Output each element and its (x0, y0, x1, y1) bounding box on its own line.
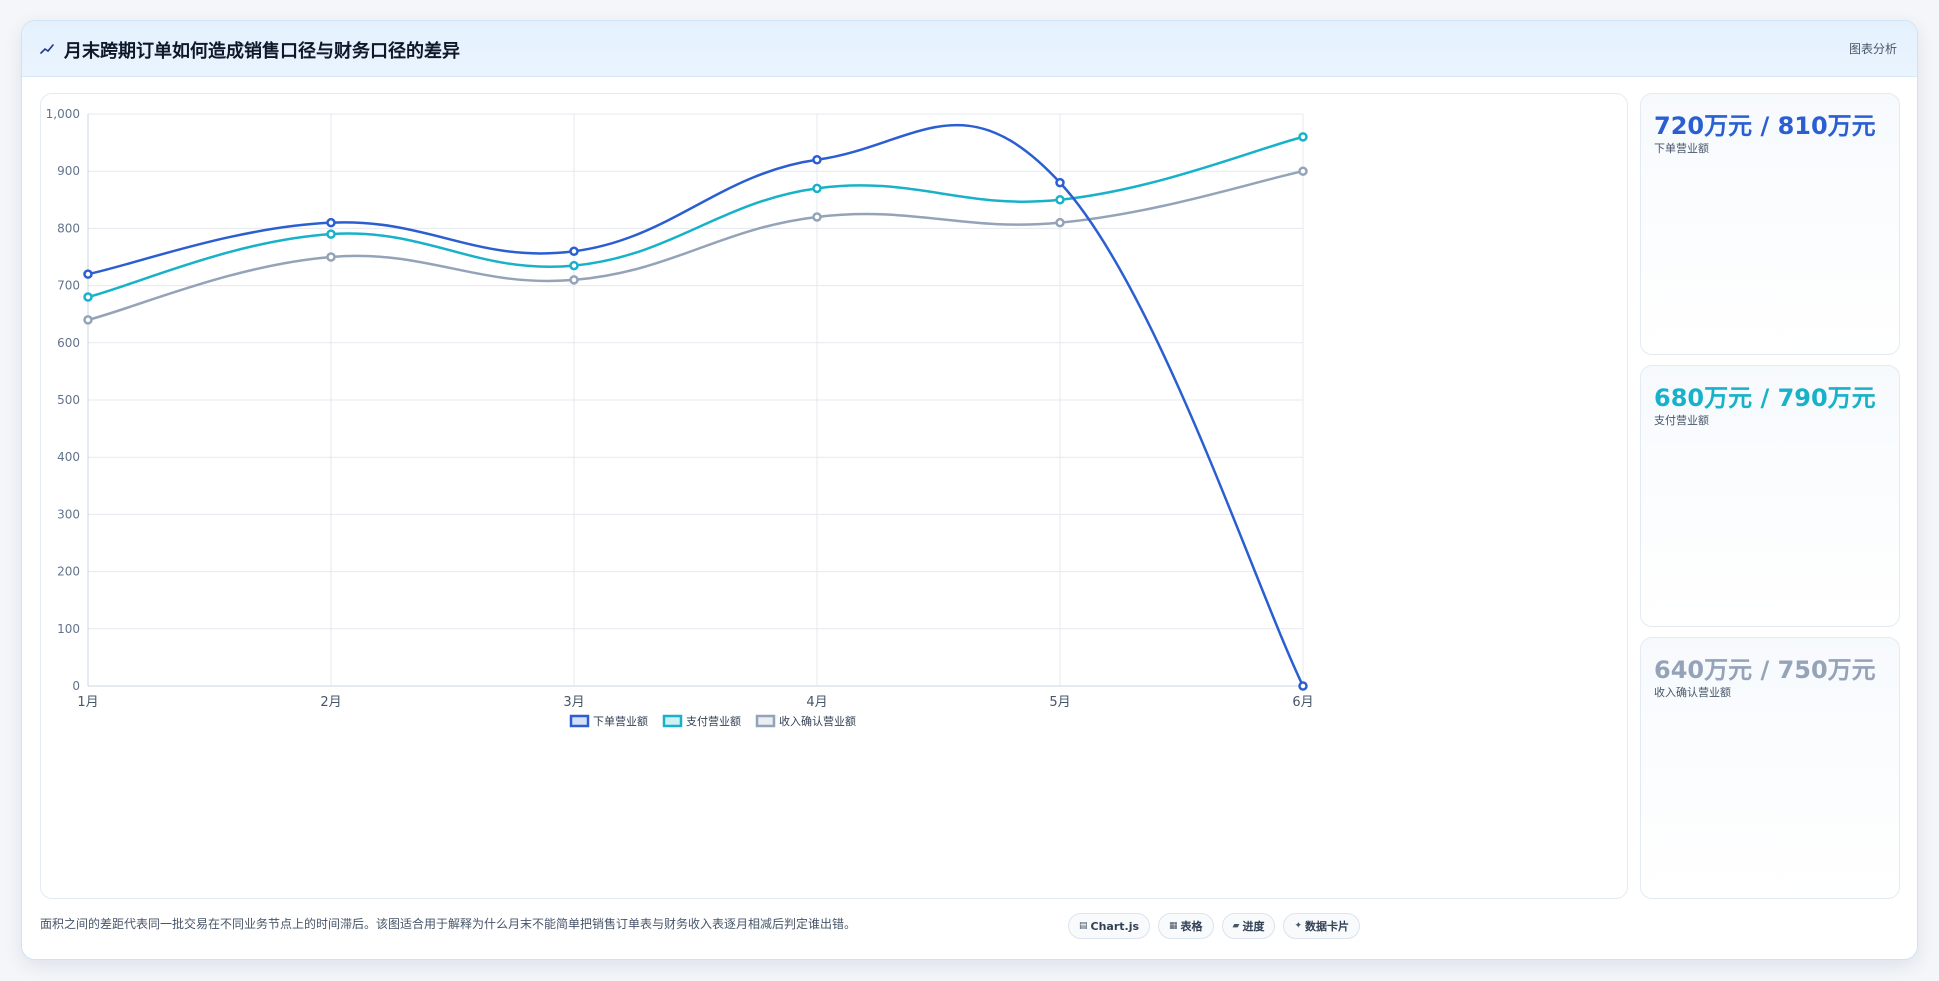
data-point (569, 260, 579, 271)
legend-swatch (569, 714, 590, 728)
y-tick-label: 700 (57, 279, 80, 293)
card-header: 月末跨期订单如何造成销售口径与财务口径的差异 图表分析 (22, 21, 1917, 77)
progress-icon: ▰ (1232, 921, 1240, 931)
data-point (1055, 217, 1065, 228)
chart-card: 月末跨期订单如何造成销售口径与财务口径的差异 图表分析 0 100 200 300 40… (21, 20, 1918, 960)
y-tick-label: 800 (57, 221, 80, 235)
legend-label: 收入确认营业额 (779, 714, 856, 728)
data-point (1298, 166, 1308, 176)
chart-analysis-tag[interactable]: 图表分析 (1848, 42, 1897, 56)
x-tick-label: 5月 (1049, 695, 1070, 710)
data-point (569, 275, 579, 285)
x-tick-label: 4月 (806, 695, 827, 710)
pill-label: 数据卡片 (1305, 920, 1350, 933)
x-tick-label: 2月 (320, 695, 341, 710)
y-tick-label: 200 (57, 565, 80, 579)
page-title: 月末跨期订单如何造成销售口径与财务口径的差异 (64, 41, 460, 62)
pill-label: 表格 (1180, 920, 1203, 933)
x-tick-label: 1月 (77, 695, 98, 710)
y-tick-label: 0 (72, 679, 80, 693)
x-tick-label: 6月 (1292, 695, 1313, 710)
line-chart-svg: 0 100 200 300 400 500 600 700 800 900 1,000 1月 2月 3月 4… (46, 107, 1314, 728)
data-point (812, 183, 822, 194)
legend-label: 下单营业额 (593, 714, 648, 728)
pill-label: Chart.js (1090, 919, 1140, 933)
legend-swatch (755, 714, 776, 728)
table-icon: ▦ (1169, 921, 1178, 931)
series-line (87, 123, 1305, 687)
data-point (326, 229, 336, 239)
kpi-value: 680万元 / 790万元 (1654, 384, 1876, 412)
data-point (326, 252, 336, 262)
pill-table[interactable]: ▦ 表格 (1158, 913, 1214, 939)
sparkle-icon: ✦ (1294, 921, 1303, 931)
data-point (326, 217, 336, 228)
y-tick-label: 600 (57, 336, 80, 350)
data-point (83, 269, 93, 279)
y-tick-label: 100 (57, 622, 80, 636)
data-point (1055, 195, 1065, 205)
pill-progress[interactable]: ▰ 进度 (1221, 913, 1276, 939)
pill-chartjs[interactable]: ▤ Chart.js (1068, 913, 1151, 939)
feature-pills: ▤ Chart.js ▦ 表格 ▰ 进度 ✦ 数据卡片 (1068, 913, 1361, 939)
data-point (812, 212, 822, 222)
pill-label: 进度 (1242, 920, 1265, 933)
kpi-card-order: 720万元 / 810万元 下单营业额 (1640, 93, 1900, 355)
data-point (1298, 681, 1308, 691)
data-point (1298, 132, 1308, 142)
x-tick-label: 3月 (563, 695, 584, 710)
series-line (87, 135, 1304, 299)
kpi-card-payment: 680万元 / 790万元 支付营业额 (1640, 365, 1900, 627)
kpi-label: 支付营业额 (1654, 414, 1709, 427)
y-tick-label: 300 (57, 507, 80, 521)
kpi-value: 720万元 / 810万元 (1654, 112, 1876, 140)
legend-label: 支付营业额 (686, 714, 741, 728)
data-point (1055, 177, 1065, 188)
y-tick-label: 900 (57, 164, 80, 178)
trend-icon (40, 44, 54, 54)
pill-data-card[interactable]: ✦ 数据卡片 (1283, 913, 1361, 939)
y-tick-label: 400 (57, 450, 80, 464)
kpi-value: 640万元 / 750万元 (1654, 656, 1876, 684)
data-point (812, 155, 822, 165)
line-chart: 0 100 200 300 400 500 600 700 800 900 1,000 1月 2月 3月 4… (40, 93, 1628, 899)
data-point (83, 315, 93, 325)
chart-icon: ▤ (1079, 921, 1088, 931)
chart-footnote: 面积之间的差距代表同一批交易在不同业务节点上的时间滞后。该图适合用于解释为什么月… (40, 917, 857, 931)
kpi-label: 下单营业额 (1654, 142, 1709, 155)
y-tick-label: 1,000 (46, 107, 80, 121)
y-tick-label: 500 (57, 393, 80, 407)
data-point (569, 246, 579, 257)
data-point (83, 292, 93, 302)
kpi-card-revenue: 640万元 / 750万元 收入确认营业额 (1640, 637, 1900, 899)
kpi-label: 收入确认营业额 (1654, 686, 1731, 699)
legend-swatch (662, 714, 683, 728)
series-line (87, 169, 1304, 322)
